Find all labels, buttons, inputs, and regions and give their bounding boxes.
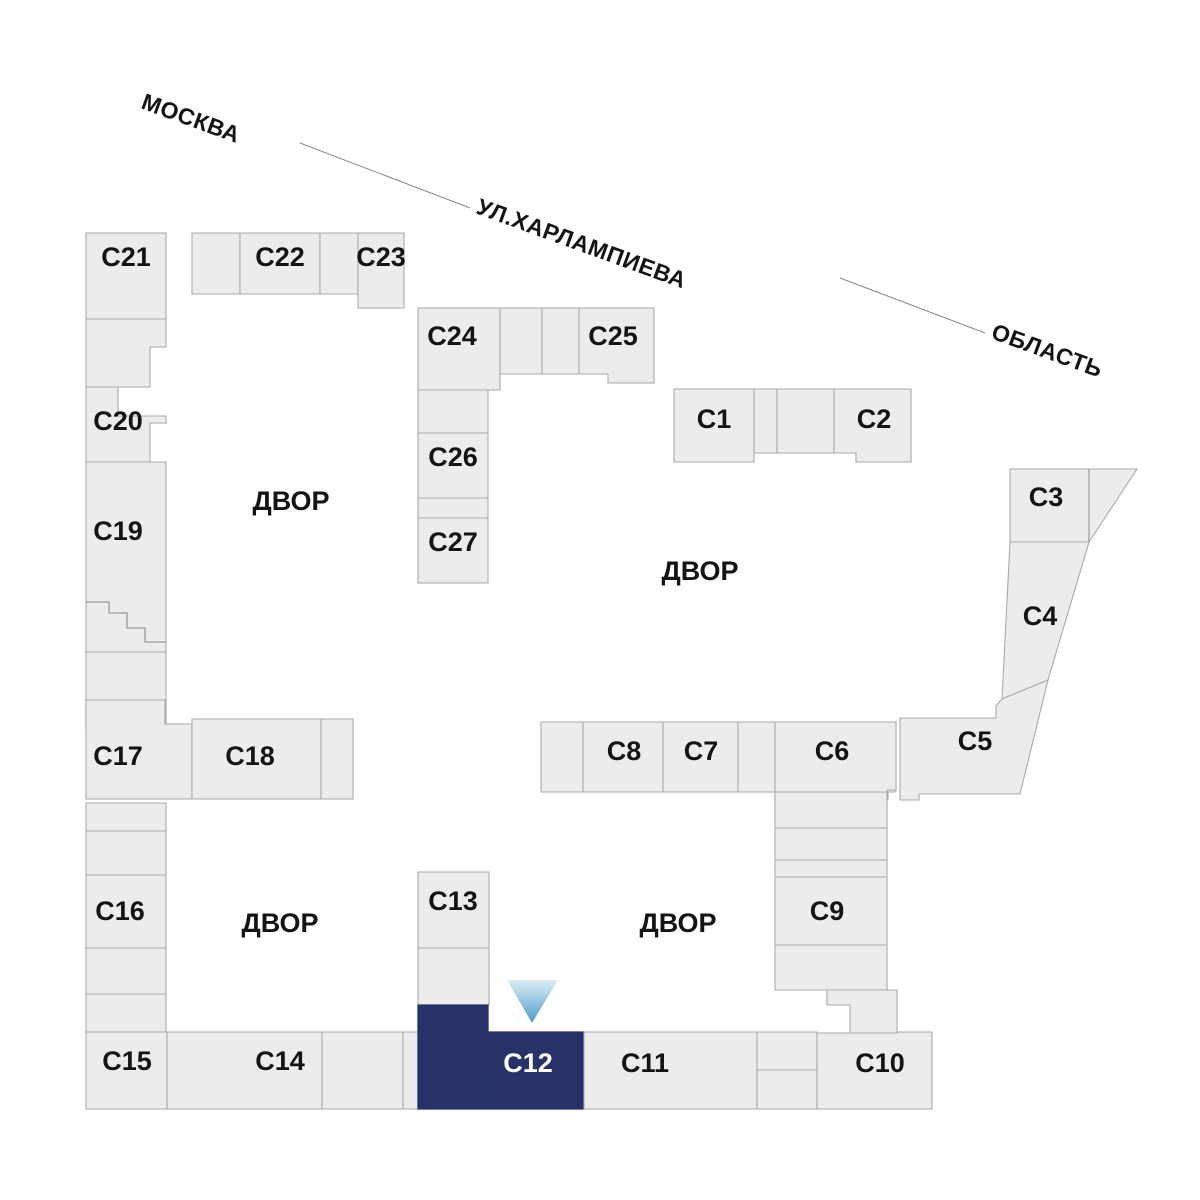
- svg-text:C20: C20: [93, 406, 143, 436]
- svg-text:C4: C4: [1023, 601, 1058, 631]
- svg-text:C25: C25: [588, 321, 638, 351]
- svg-text:МОСКВА: МОСКВА: [138, 88, 243, 148]
- svg-text:C10: C10: [855, 1048, 905, 1078]
- svg-text:C6: C6: [815, 736, 850, 766]
- svg-text:C19: C19: [93, 516, 143, 546]
- svg-text:C21: C21: [101, 242, 151, 272]
- svg-text:C18: C18: [225, 741, 275, 771]
- svg-text:C1: C1: [697, 404, 732, 434]
- svg-text:C13: C13: [428, 886, 478, 916]
- svg-text:C11: C11: [621, 1048, 669, 1078]
- svg-text:ДВОР: ДВОР: [661, 556, 738, 586]
- svg-text:C23: C23: [356, 242, 406, 272]
- svg-text:C27: C27: [428, 527, 478, 557]
- svg-text:C9: C9: [810, 896, 845, 926]
- svg-text:ДВОР: ДВОР: [241, 908, 318, 938]
- svg-text:C22: C22: [255, 242, 305, 272]
- svg-text:ДВОР: ДВОР: [252, 486, 329, 516]
- svg-text:C12: C12: [503, 1048, 553, 1078]
- svg-text:ОБЛАСТЬ: ОБЛАСТЬ: [988, 318, 1106, 382]
- svg-text:C8: C8: [607, 736, 642, 766]
- svg-text:C2: C2: [857, 404, 892, 434]
- svg-text:C24: C24: [427, 321, 477, 351]
- svg-text:C5: C5: [958, 726, 993, 756]
- svg-text:C17: C17: [93, 741, 143, 771]
- svg-text:C3: C3: [1029, 482, 1064, 512]
- svg-text:C7: C7: [684, 736, 719, 766]
- svg-text:C15: C15: [102, 1046, 152, 1076]
- svg-text:C26: C26: [428, 442, 478, 472]
- svg-text:C16: C16: [95, 896, 145, 926]
- svg-text:ДВОР: ДВОР: [639, 908, 716, 938]
- svg-text:C14: C14: [255, 1046, 305, 1076]
- svg-text:УЛ.ХАРЛАМПИЕВА: УЛ.ХАРЛАМПИЕВА: [473, 193, 690, 293]
